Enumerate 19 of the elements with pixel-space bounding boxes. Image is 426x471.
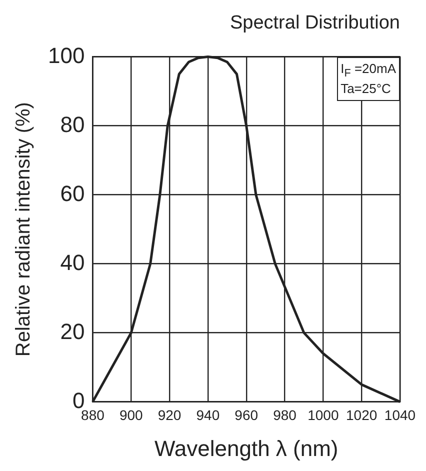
y-tick-label: 80: [60, 112, 85, 137]
x-tick-label: 880: [81, 407, 105, 424]
y-tick-label: 20: [60, 318, 85, 344]
y-tick-label: 100: [48, 42, 85, 68]
y-tick-label: 60: [60, 180, 85, 206]
y-tick-label: 40: [60, 250, 85, 275]
x-tick-label: 980: [273, 407, 297, 424]
chart-title: Spectral Distribution: [230, 12, 400, 34]
annotation: I$_{F}$ =20mA: [340, 60, 396, 82]
x-tick-label: 940: [196, 407, 220, 424]
x-tick-label: 900: [119, 407, 144, 424]
x-tick-label: 1020: [346, 407, 378, 424]
x-axis-title: Wavelength λ (nm): [154, 436, 338, 461]
annotation: Ta=25°C: [340, 81, 392, 98]
x-tick-label: 1000: [308, 407, 339, 424]
x-tick-label: 920: [158, 407, 182, 424]
x-tick-label: 960: [234, 407, 258, 424]
x-tick-label: 1040: [384, 407, 416, 424]
y-axis-title: Relative radiant intensity (%): [12, 102, 35, 357]
